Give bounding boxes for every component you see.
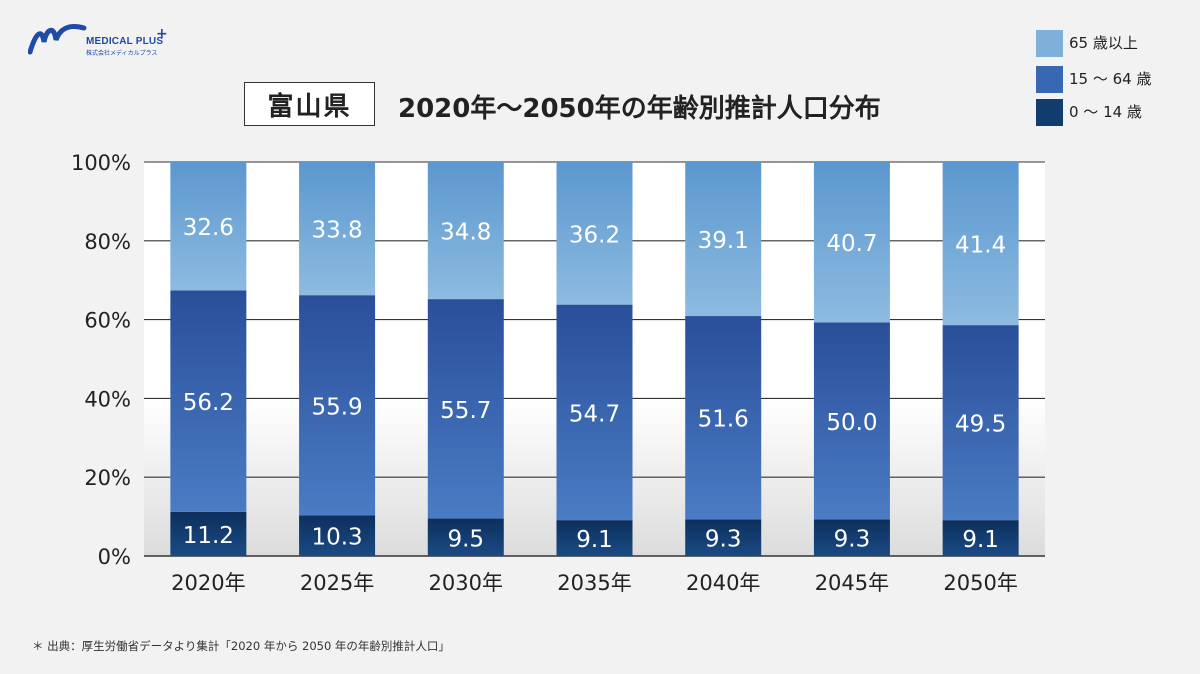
x-tick-label: 2020年 [171,571,245,595]
logo-wordmark: MEDICAL PLUS [86,36,164,47]
legend-label-working: 15 ～ 64 歳 [1069,70,1152,88]
bar-value-label: 9.5 [447,526,484,552]
bar-segment-working [299,295,376,516]
chart-title: 2020年～2050年の年齢別推計人口分布 [398,93,881,124]
bar-segment-children [427,518,504,556]
y-tick-label: 100% [71,151,131,175]
legend-item-elderly: 65 歳以上 [1036,30,1196,57]
bar-value-label: 56.2 [183,390,234,416]
bar-value-label: 9.1 [576,527,613,553]
prefecture-label: 富山県 [244,82,375,126]
logo-company-name: 株式会社メディカルプラス [86,50,158,57]
bar-value-label: 33.8 [311,218,362,244]
bar-value-label: 51.6 [698,407,749,433]
bar-segment-elderly [942,162,1019,326]
bar-segment-elderly [299,162,376,296]
bar-value-label: 54.7 [569,401,620,427]
y-tick-label: 80% [84,230,131,254]
x-tick-label: 2025年 [300,571,374,595]
bar-value-label: 34.8 [440,220,491,246]
bar-segment-children [556,520,633,556]
bar-value-label: 10.3 [311,525,362,551]
bar-segment-elderly [170,162,247,291]
bar-segment-children [942,520,1019,556]
bar-segment-elderly [685,162,762,317]
bar-segment-working [942,325,1019,521]
bar-segment-children [299,515,376,556]
x-tick-label: 2050年 [943,571,1017,595]
legend-label-children: 0 ～ 14 歳 [1069,103,1142,121]
bar-value-label: 55.7 [440,398,491,424]
bar-segment-elderly [427,162,504,300]
bar-segment-elderly [556,162,633,305]
y-tick-label: 20% [84,466,131,490]
bar-value-label: 9.3 [705,527,742,553]
x-tick-label: 2030年 [429,571,503,595]
bar-value-label: 36.2 [569,222,620,248]
legend-swatch-working [1036,66,1063,93]
bar-value-label: 11.2 [183,523,234,549]
bar-segment-elderly [813,162,890,323]
bar-value-label: 50.0 [826,410,877,436]
bar-segment-children [170,511,247,556]
bar-segment-working [170,290,247,512]
legend-swatch-children [1036,99,1063,126]
bar-value-label: 40.7 [826,231,877,257]
x-tick-label: 2035年 [557,571,631,595]
legend-swatch-elderly [1036,30,1063,57]
bar-value-label: 32.6 [183,215,234,241]
bar-segment-working [813,322,890,520]
bar-segment-working [685,316,762,520]
source-footnote: ＊ 出典：厚生労働省データより集計「2020 年から 2050 年の年齢別推計人… [32,639,450,653]
legend-label-elderly: 65 歳以上 [1069,34,1138,52]
bar-segment-working [427,299,504,519]
x-tick-label: 2040年 [686,571,760,595]
y-tick-label: 60% [84,309,131,333]
logo-plus-icon: + [156,26,168,42]
bar-value-label: 39.1 [698,228,749,254]
logo-mark-icon [28,24,87,55]
bar-value-label: 41.4 [955,233,1006,259]
y-tick-label: 0% [98,545,131,569]
bar-value-label: 9.3 [834,527,871,553]
x-tick-label: 2045年 [815,571,889,595]
bar-value-label: 49.5 [955,412,1006,438]
bar-segment-children [685,519,762,556]
y-tick-label: 40% [84,387,131,411]
bar-value-label: 9.1 [962,527,999,553]
bar-segment-children [813,519,890,556]
bar-value-label: 55.9 [311,394,362,420]
legend-item-children: 0 ～ 14 歳 [1036,99,1196,126]
medical-plus-logo: MEDICAL PLUS + 株式会社メディカルプラス [28,22,178,62]
bar-segment-working [556,304,633,521]
legend-item-working: 15 ～ 64 歳 [1036,66,1196,93]
